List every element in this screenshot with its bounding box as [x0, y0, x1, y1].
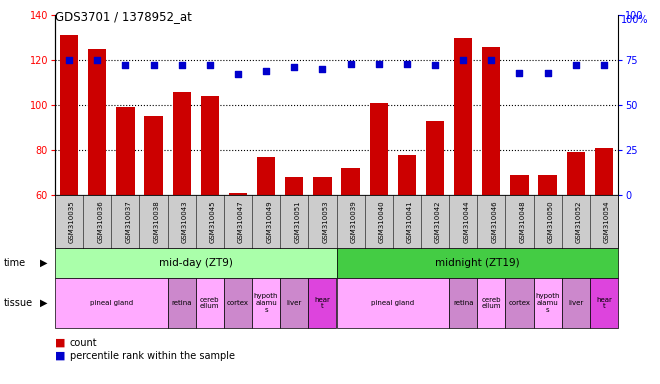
- Point: [374, 61, 384, 67]
- Bar: [88, 49, 106, 195]
- Text: GSM310054: GSM310054: [604, 200, 610, 243]
- Text: liver: liver: [286, 300, 302, 306]
- Text: GSM310041: GSM310041: [407, 200, 413, 243]
- Text: GSM310053: GSM310053: [323, 200, 329, 243]
- Bar: [341, 168, 360, 195]
- Text: GSM310039: GSM310039: [350, 200, 356, 243]
- Bar: [595, 148, 613, 195]
- Text: GSM310038: GSM310038: [154, 200, 160, 243]
- Bar: [229, 193, 247, 195]
- Text: GSM310049: GSM310049: [266, 200, 272, 243]
- Point: [458, 57, 469, 63]
- Point: [92, 57, 102, 63]
- Point: [289, 64, 300, 70]
- Point: [261, 68, 271, 74]
- Point: [430, 62, 440, 68]
- Bar: [482, 46, 500, 195]
- Text: cereb
ellum: cereb ellum: [200, 296, 220, 310]
- Text: GDS3701 / 1378952_at: GDS3701 / 1378952_at: [55, 10, 192, 23]
- Point: [233, 71, 244, 78]
- Text: midnight (ZT19): midnight (ZT19): [435, 258, 519, 268]
- Bar: [314, 177, 331, 195]
- Point: [514, 70, 525, 76]
- Bar: [398, 154, 416, 195]
- Text: GSM310052: GSM310052: [576, 200, 581, 243]
- Text: GSM310051: GSM310051: [294, 200, 300, 243]
- Bar: [60, 35, 79, 195]
- Text: retina: retina: [453, 300, 473, 306]
- Point: [570, 62, 581, 68]
- Bar: [257, 157, 275, 195]
- Text: GSM310046: GSM310046: [491, 200, 498, 243]
- Point: [205, 62, 215, 68]
- Point: [401, 61, 412, 67]
- Bar: [201, 96, 219, 195]
- Text: GSM310045: GSM310045: [210, 200, 216, 243]
- Text: GSM310036: GSM310036: [97, 200, 103, 243]
- Text: hypoth
alamu
s: hypoth alamu s: [535, 293, 560, 313]
- Text: count: count: [69, 338, 97, 348]
- Text: tissue: tissue: [3, 298, 32, 308]
- Text: pineal gland: pineal gland: [371, 300, 414, 306]
- Bar: [539, 175, 557, 195]
- Text: GSM310037: GSM310037: [125, 200, 131, 243]
- Point: [120, 62, 131, 68]
- Point: [543, 70, 553, 76]
- Point: [148, 62, 159, 68]
- Point: [176, 62, 187, 68]
- Text: GSM310050: GSM310050: [548, 200, 554, 243]
- Bar: [454, 38, 473, 195]
- Point: [486, 57, 496, 63]
- Text: ■: ■: [55, 338, 65, 348]
- Bar: [567, 152, 585, 195]
- Text: hear
t: hear t: [596, 296, 612, 310]
- Bar: [285, 177, 304, 195]
- Bar: [426, 121, 444, 195]
- Text: GSM310040: GSM310040: [379, 200, 385, 243]
- Text: ■: ■: [55, 351, 65, 361]
- Text: liver: liver: [568, 300, 583, 306]
- Text: GSM310047: GSM310047: [238, 200, 244, 243]
- Bar: [510, 175, 529, 195]
- Text: GSM310035: GSM310035: [69, 200, 75, 243]
- Bar: [116, 107, 135, 195]
- Text: ▶: ▶: [40, 258, 47, 268]
- Bar: [172, 91, 191, 195]
- Point: [64, 57, 75, 63]
- Text: hear
t: hear t: [314, 296, 331, 310]
- Text: hypoth
alamu
s: hypoth alamu s: [254, 293, 279, 313]
- Bar: [145, 116, 162, 195]
- Text: GSM310044: GSM310044: [463, 200, 469, 243]
- Bar: [370, 103, 388, 195]
- Text: cortex: cortex: [227, 300, 249, 306]
- Text: cereb
ellum: cereb ellum: [482, 296, 501, 310]
- Text: 100%: 100%: [621, 15, 649, 25]
- Text: cortex: cortex: [508, 300, 531, 306]
- Text: time: time: [3, 258, 26, 268]
- Text: ▶: ▶: [40, 298, 47, 308]
- Text: GSM310042: GSM310042: [435, 200, 441, 243]
- Text: pineal gland: pineal gland: [90, 300, 133, 306]
- Text: GSM310043: GSM310043: [182, 200, 187, 243]
- Point: [345, 61, 356, 67]
- Text: mid-day (ZT9): mid-day (ZT9): [159, 258, 233, 268]
- Text: GSM310048: GSM310048: [519, 200, 525, 243]
- Text: retina: retina: [172, 300, 192, 306]
- Point: [599, 62, 609, 68]
- Point: [317, 66, 328, 72]
- Text: percentile rank within the sample: percentile rank within the sample: [69, 351, 234, 361]
